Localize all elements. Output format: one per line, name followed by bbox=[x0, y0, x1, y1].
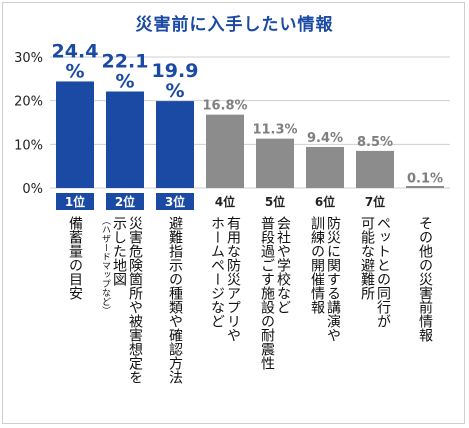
bar bbox=[106, 91, 144, 188]
category-label: ペットとの同行が 可能な避難所 bbox=[359, 216, 391, 328]
rank-badge bbox=[56, 193, 94, 210]
value-label-unit: % bbox=[65, 60, 84, 82]
y-tick-label: 30% bbox=[14, 51, 43, 66]
bar bbox=[356, 150, 394, 188]
bar bbox=[206, 114, 244, 188]
value-label: 22.1 bbox=[102, 50, 149, 72]
rank-label: 7位 bbox=[365, 194, 385, 209]
value-label: 9.4% bbox=[307, 131, 343, 146]
value-label-unit: % bbox=[115, 70, 134, 92]
value-label-unit: % bbox=[165, 80, 184, 102]
category-label: その他の災害前情報 bbox=[417, 216, 433, 342]
bar bbox=[406, 186, 444, 188]
category-label: 避難指示の種類や確認方法 bbox=[167, 216, 183, 384]
chart-title: 災害前に入手したい情報 bbox=[135, 15, 334, 35]
value-label: 0.1% bbox=[407, 172, 443, 187]
rank-label: 2位 bbox=[115, 194, 135, 209]
value-label: 16.8% bbox=[202, 99, 247, 114]
rank-label: 1位 bbox=[65, 194, 85, 209]
rank-label: 6位 bbox=[315, 194, 335, 209]
category-label: 有用な防災アプリや ホームページなど bbox=[209, 216, 241, 342]
rank-badge bbox=[106, 193, 144, 210]
category-label: 防災に関する講演や 訓練の開催情報 bbox=[309, 216, 341, 342]
y-tick-label: 10% bbox=[14, 138, 43, 153]
value-label: 11.3% bbox=[252, 123, 297, 138]
category-label: 備蓄量の目安 bbox=[67, 216, 83, 300]
rank-label: 3位 bbox=[165, 194, 185, 209]
category-note: （ハザードマップなど） bbox=[100, 216, 110, 315]
rank-label: 5位 bbox=[265, 194, 285, 209]
category-label: 災害危険箇所や被害想定を 示した地図 bbox=[111, 216, 143, 384]
category-label: 会社や学校など 普段過ごす施設の耐震性 bbox=[259, 216, 291, 370]
y-tick-label: 20% bbox=[14, 95, 43, 110]
bar bbox=[306, 146, 344, 188]
bar bbox=[256, 138, 294, 188]
chart-frame bbox=[2, 2, 465, 424]
bar bbox=[156, 101, 194, 188]
value-label: 8.5% bbox=[357, 135, 393, 150]
rank-badge bbox=[156, 193, 194, 210]
bar bbox=[56, 81, 94, 188]
y-tick-label: 0% bbox=[22, 182, 43, 197]
value-label: 19.9 bbox=[152, 60, 199, 82]
rank-label: 4位 bbox=[215, 194, 235, 209]
value-label: 24.4 bbox=[52, 40, 99, 62]
